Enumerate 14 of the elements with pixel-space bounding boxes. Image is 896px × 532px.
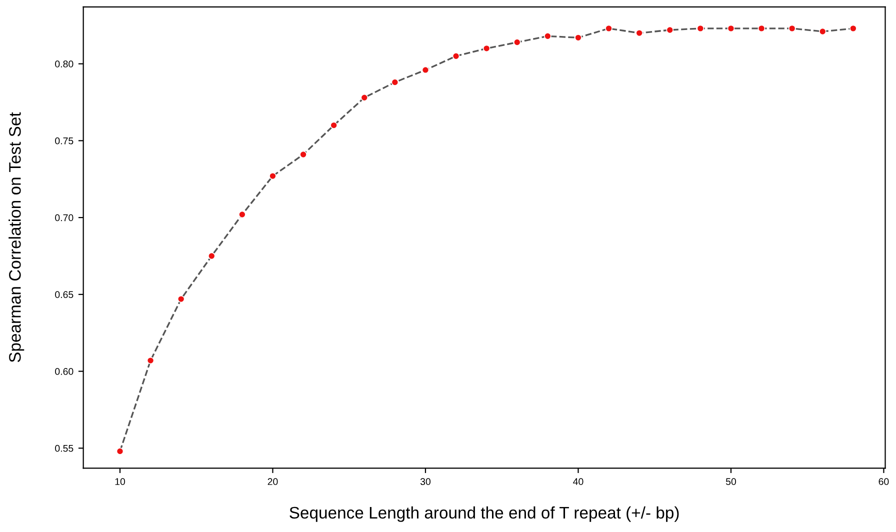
- x-tick-label: 10: [115, 478, 126, 486]
- y-tick-label: 0.80: [55, 60, 74, 68]
- x-tick-label: 40: [573, 478, 584, 486]
- y-axis-title: Spearman Correlation on Test Set: [8, 112, 24, 362]
- y-tick-label: 0.65: [55, 291, 74, 298]
- x-tick-label: 60: [878, 478, 889, 486]
- x-tick-label: 50: [726, 478, 736, 486]
- y-tick-label: 0.75: [55, 137, 74, 144]
- y-tick-label: 0.55: [55, 444, 74, 452]
- y-tick-label: 0.70: [55, 214, 74, 222]
- y-tick-label: 0.60: [55, 368, 74, 375]
- x-tick-label: 30: [420, 478, 431, 486]
- x-tick-label: 20: [268, 478, 278, 486]
- x-axis-title: Sequence Length around the end of T repeat (+/- bp): [290, 506, 679, 522]
